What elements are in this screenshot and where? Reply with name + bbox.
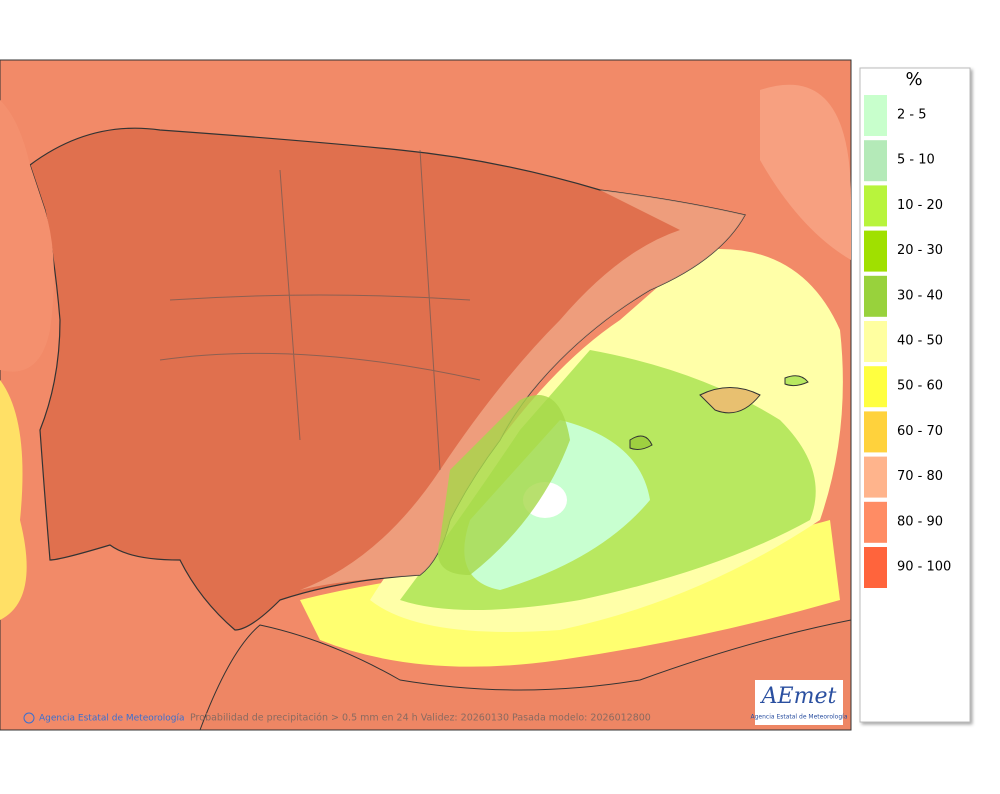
legend-label: 70 - 80 [897, 469, 943, 484]
legend-swatch [864, 366, 887, 408]
copyright-icon [23, 712, 35, 724]
legend-label: 90 - 100 [897, 560, 951, 575]
legend-swatch [864, 275, 887, 317]
legend-swatch [864, 411, 887, 453]
credit: Agencia Estatal de Meteorología [39, 714, 185, 724]
map: Agencia Estatal de Meteorología Probabil… [0, 59, 852, 731]
africa-land [199, 619, 852, 731]
legend: % 2 - 5 5 - 10 10 - 20 20 - 30 30 - 40 40 - 5… [859, 67, 971, 723]
precip-zone [300, 190, 745, 590]
island [629, 435, 653, 450]
legend-label: 50 - 60 [897, 379, 943, 394]
borders [159, 149, 481, 471]
legend-title: % [905, 69, 922, 90]
legend-label: 80 - 90 [897, 514, 943, 529]
precip-zone [438, 395, 570, 575]
precip-zone [0, 380, 27, 620]
island [784, 375, 809, 387]
legend-swatch [864, 501, 887, 543]
legend-label: 20 - 30 [897, 243, 943, 258]
legend-swatch [864, 547, 887, 588]
legend-swatch [864, 456, 887, 498]
legend-label: 30 - 40 [897, 288, 943, 303]
logo-box [755, 680, 843, 725]
legend-swatch [864, 185, 887, 227]
portugal-land [0, 60, 54, 372]
legend-swatch [864, 230, 887, 272]
legend-swatch [864, 140, 887, 182]
precip-zone [760, 84, 851, 261]
logo-brand: AEmet [760, 684, 837, 709]
legend-swatch [864, 95, 887, 136]
legend-swatch [864, 321, 887, 362]
legend-label: 5 - 10 [897, 153, 935, 168]
legend-label: 2 - 5 [897, 108, 927, 123]
logo-subtitle: Agencia Estatal de Meteorología [751, 714, 848, 721]
island [699, 387, 761, 414]
caption: Probabilidad de precipitación > 0.5 mm e… [190, 713, 651, 724]
legend-label: 10 - 20 [897, 198, 943, 213]
legend-label: 60 - 70 [897, 424, 943, 439]
legend-label: 40 - 50 [897, 334, 943, 349]
